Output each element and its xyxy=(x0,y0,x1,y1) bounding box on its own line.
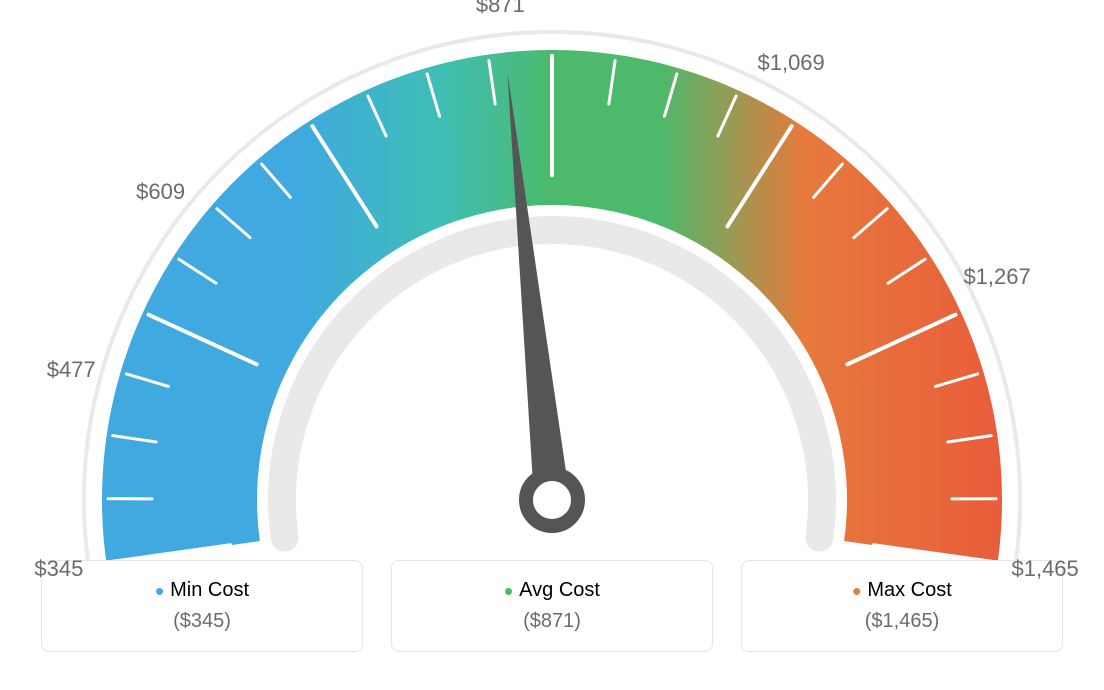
legend-value-avg: ($871) xyxy=(523,610,581,633)
legend-value-max: ($1,465) xyxy=(865,610,940,633)
dot-icon: • xyxy=(504,581,513,601)
gauge-tick-label: $1,465 xyxy=(1011,556,1078,582)
legend-card-avg: • Avg Cost ($871) xyxy=(391,560,713,652)
legend-title-avg: • Avg Cost xyxy=(504,579,600,602)
gauge-tick-label: $345 xyxy=(34,556,83,582)
gauge-tick-label: $477 xyxy=(47,357,96,383)
legend-label-max: Max Cost xyxy=(867,579,951,602)
gauge-tick-label: $1,267 xyxy=(963,264,1030,290)
gauge-tick-label: $1,069 xyxy=(757,50,824,76)
legend-label-min: Min Cost xyxy=(170,579,249,602)
legend-row: • Min Cost ($345) • Avg Cost ($871) • Ma… xyxy=(41,560,1063,652)
legend-title-max: • Max Cost xyxy=(852,579,952,602)
legend-card-min: • Min Cost ($345) xyxy=(41,560,363,652)
gauge-tick-label: $609 xyxy=(136,179,185,205)
gauge-tick-label: $871 xyxy=(476,0,525,18)
legend-title-min: • Min Cost xyxy=(155,579,249,602)
legend-value-min: ($345) xyxy=(173,610,231,633)
gauge-tick-labels: $345$477$609$871$1,069$1,267$1,465 xyxy=(0,0,1104,560)
legend-label-avg: Avg Cost xyxy=(519,579,600,602)
dot-icon: • xyxy=(155,581,164,601)
gauge-chart: $345$477$609$871$1,069$1,267$1,465 xyxy=(0,0,1104,560)
dot-icon: • xyxy=(852,581,861,601)
